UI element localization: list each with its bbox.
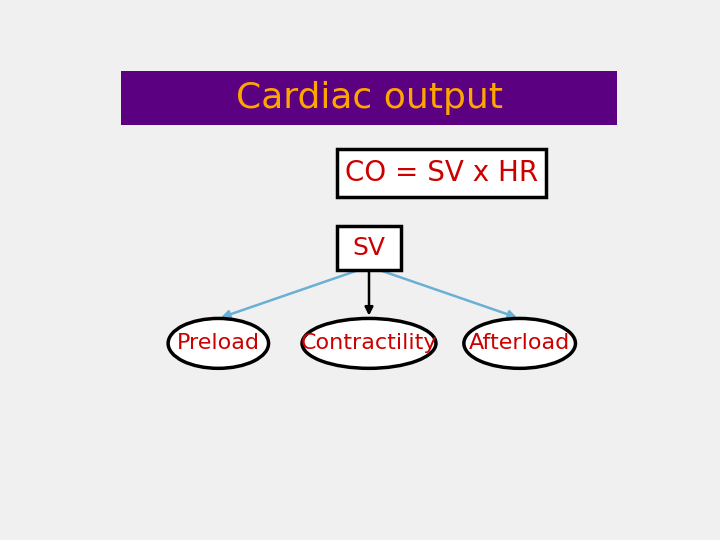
Text: Cardiac output: Cardiac output bbox=[235, 81, 503, 115]
Text: Contractility: Contractility bbox=[301, 333, 437, 353]
Ellipse shape bbox=[464, 319, 575, 368]
Text: SV: SV bbox=[353, 236, 385, 260]
Ellipse shape bbox=[302, 319, 436, 368]
Text: Afterload: Afterload bbox=[469, 333, 570, 353]
Text: Preload: Preload bbox=[177, 333, 260, 353]
Ellipse shape bbox=[168, 319, 269, 368]
Text: CO = SV x HR: CO = SV x HR bbox=[345, 159, 538, 187]
FancyBboxPatch shape bbox=[121, 71, 617, 125]
FancyBboxPatch shape bbox=[337, 226, 401, 270]
FancyBboxPatch shape bbox=[337, 149, 546, 197]
